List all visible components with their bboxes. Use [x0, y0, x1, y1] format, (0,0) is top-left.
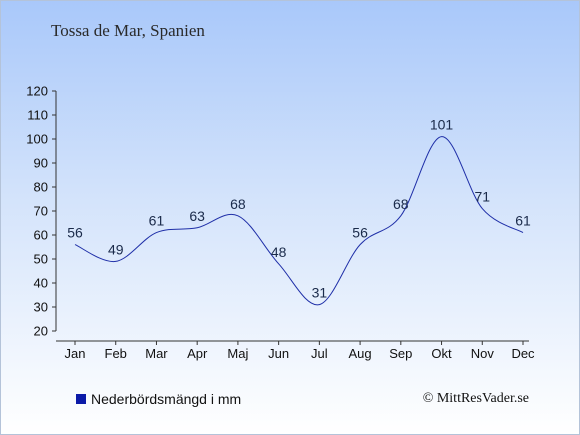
x-tick-label: Jan: [65, 346, 86, 361]
data-label: 61: [149, 213, 165, 229]
x-tick-label: Feb: [105, 346, 127, 361]
x-tick-label: Nov: [471, 346, 495, 361]
x-tick-label: Sep: [389, 346, 412, 361]
data-label: 61: [515, 213, 531, 229]
y-tick-label: 50: [34, 252, 48, 267]
data-labels: 56 49 61 63 68 48 31 56 68 101 71 61: [67, 117, 531, 301]
y-axis-ticks: 20 30 40 50 60 70 80 90 100 110 120: [26, 84, 56, 339]
chart-axes: [55, 91, 529, 342]
y-tick-label: 80: [34, 180, 48, 195]
y-tick-label: 100: [26, 132, 48, 147]
y-tick-label: 70: [34, 204, 48, 219]
y-tick-label: 40: [34, 276, 48, 291]
x-tick-label: Apr: [187, 346, 208, 361]
data-label: 101: [430, 117, 454, 133]
legend-swatch: [76, 394, 86, 404]
data-label: 68: [230, 196, 246, 212]
y-tick-label: 110: [27, 108, 48, 123]
data-label: 49: [108, 241, 124, 257]
data-label: 48: [271, 244, 287, 260]
data-label: 68: [393, 196, 409, 212]
x-tick-label: Dec: [511, 346, 535, 361]
data-label: 56: [67, 225, 83, 241]
y-tick-label: 30: [34, 300, 48, 315]
x-tick-label: Maj: [227, 346, 248, 361]
y-tick-label: 90: [34, 156, 48, 171]
x-tick-label: Jul: [311, 346, 328, 361]
x-tick-label: Jun: [268, 346, 289, 361]
data-label: 31: [312, 285, 328, 301]
chart-title: Tossa de Mar, Spanien: [51, 21, 205, 40]
legend: Nederbördsmängd i mm: [76, 391, 241, 407]
data-label: 63: [189, 208, 205, 224]
legend-label: Nederbördsmängd i mm: [91, 391, 242, 407]
data-label: 71: [474, 189, 490, 205]
y-tick-label: 60: [34, 228, 48, 243]
y-tick-label: 120: [26, 84, 48, 99]
data-label: 56: [352, 225, 368, 241]
precipitation-line: [74, 136, 524, 306]
x-axis-ticks: Jan Feb Mar Apr Maj Jun Jul Aug Sep Okt Nov Dec: [65, 341, 535, 361]
credit-text: © MittResVader.se: [422, 391, 529, 406]
x-tick-label: Mar: [145, 346, 168, 361]
y-tick-label: 20: [34, 324, 48, 339]
x-tick-label: Okt: [431, 346, 452, 361]
x-tick-label: Aug: [349, 346, 372, 361]
